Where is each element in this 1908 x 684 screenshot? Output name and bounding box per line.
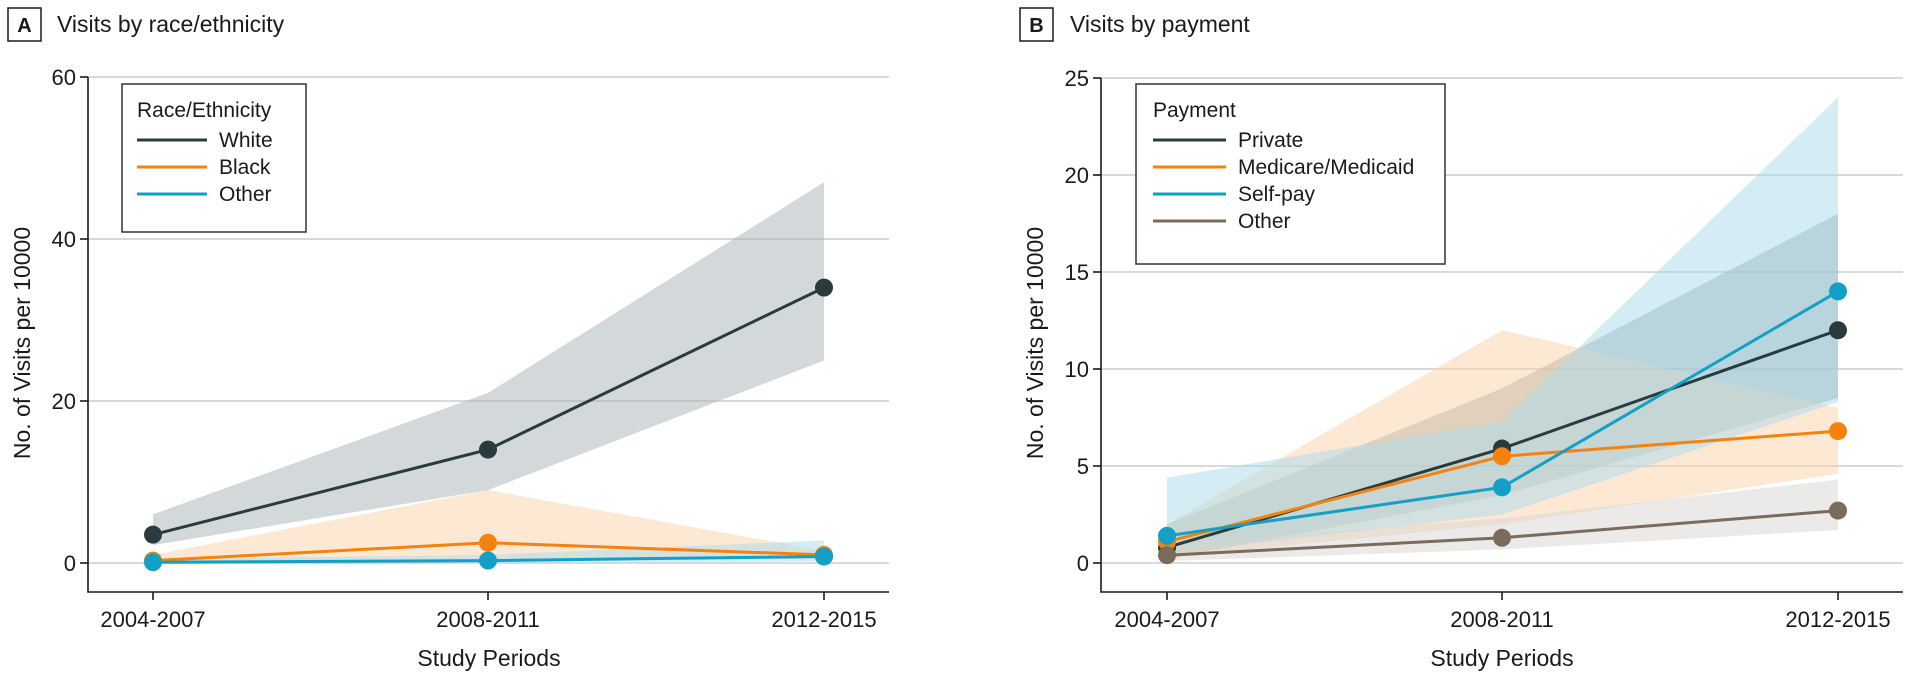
legend-label: White	[219, 129, 273, 152]
panel-title: Visits by payment	[1070, 11, 1250, 37]
axes	[80, 76, 889, 600]
y-tick-labels: 0 5 10 15 20 25	[1065, 66, 1089, 576]
legend-item-self-pay: Self-pay	[1153, 183, 1316, 206]
y-tick-label: 40	[52, 227, 76, 252]
x-tick-label: 2004-2007	[100, 607, 205, 632]
y-tick-label: 60	[52, 65, 76, 90]
y-tick-labels: 0 20 40 60	[52, 65, 76, 576]
data-point-white	[479, 440, 497, 459]
legend-title: Race/Ethnicity	[137, 99, 272, 122]
panel-a-visits-by-race: A Visits by race/ethnicity 0 20 40 60 2004-…	[7, 7, 889, 671]
x-tick-label: 2008-2011	[436, 607, 540, 632]
y-tick-label: 20	[1065, 163, 1089, 188]
x-tick-label: 2008-2011	[1450, 607, 1554, 632]
y-tick-label: 0	[1077, 551, 1089, 576]
legend-item-other: Other	[1153, 210, 1291, 233]
panel-letter-box	[7, 7, 42, 42]
data-point-white	[144, 525, 162, 544]
legend-item-private: Private	[1153, 129, 1303, 152]
panel-b-visits-by-payment: B Visits by payment 0 5 10 15 20 25 2004-2007…	[1019, 7, 1903, 671]
y-tick-label: 15	[1065, 260, 1089, 285]
x-axis-title: Study Periods	[417, 645, 560, 671]
data-point-private	[1829, 321, 1847, 340]
data-point-self-pay	[1493, 478, 1511, 497]
data-point-other	[1493, 528, 1511, 547]
axis-frame	[87, 77, 889, 593]
ci-band-white	[153, 182, 824, 546]
panel-letter-box	[1019, 7, 1054, 42]
legend-label: Private	[1238, 129, 1303, 152]
legend-item-white: White	[137, 129, 273, 152]
series-points	[1158, 282, 1847, 565]
axis-frame	[1100, 78, 1903, 593]
data-point-medicare-medicaid	[1493, 447, 1511, 466]
x-tick-label: 2012-2015	[771, 607, 876, 632]
y-axis-title: No. of Visits per 10000	[1022, 227, 1048, 459]
legend-box	[1135, 83, 1446, 265]
legend-label: Self-pay	[1238, 183, 1316, 206]
legend: Payment Private Medicare/Medicaid Self-pay…	[1135, 83, 1446, 265]
data-point-other	[1158, 546, 1176, 565]
data-point-other	[815, 547, 833, 566]
legend-item-black: Black	[137, 156, 271, 179]
ci-band-black	[153, 490, 824, 563]
x-tick-label: 2012-2015	[1785, 607, 1890, 632]
legend-label: Other	[1238, 210, 1291, 233]
legend-label: Black	[219, 156, 271, 179]
data-point-other	[1829, 501, 1847, 520]
x-axis-title: Study Periods	[1430, 645, 1573, 671]
data-point-black	[479, 533, 497, 552]
legend-label: Other	[219, 183, 272, 206]
x-tick-label: 2004-2007	[1114, 607, 1219, 632]
y-tick-label: 25	[1065, 66, 1089, 91]
y-tick-label: 10	[1065, 357, 1089, 382]
legend-box	[121, 83, 307, 233]
data-point-other	[479, 551, 497, 570]
panel-letter: A	[17, 15, 31, 37]
y-axis-title: No. of Visits per 10000	[9, 227, 35, 459]
series-points	[144, 278, 833, 572]
ci-band-self-pay	[1167, 97, 1838, 554]
axes	[1093, 77, 1903, 600]
data-point-medicare-medicaid	[1829, 422, 1847, 441]
legend-item-other: Other	[137, 183, 272, 206]
panel-letter: B	[1029, 15, 1043, 37]
x-tick-labels: 2004-2007 2008-2011 2012-2015	[1114, 607, 1890, 632]
data-point-white	[815, 278, 833, 297]
y-tick-label: 0	[64, 551, 76, 576]
legend: Race/Ethnicity White Black Other	[121, 83, 307, 233]
y-tick-label: 5	[1077, 454, 1089, 479]
panel-title: Visits by race/ethnicity	[57, 11, 285, 37]
data-point-self-pay	[1829, 282, 1847, 301]
y-tick-label: 20	[52, 389, 76, 414]
legend-title: Payment	[1153, 99, 1236, 122]
x-tick-labels: 2004-2007 2008-2011 2012-2015	[100, 607, 876, 632]
legend-label: Medicare/Medicaid	[1238, 156, 1414, 179]
data-point-self-pay	[1158, 526, 1176, 545]
data-point-other	[144, 553, 162, 572]
ci-band-other	[1167, 479, 1838, 562]
legend-item-medicare-medicaid: Medicare/Medicaid	[1153, 156, 1414, 179]
